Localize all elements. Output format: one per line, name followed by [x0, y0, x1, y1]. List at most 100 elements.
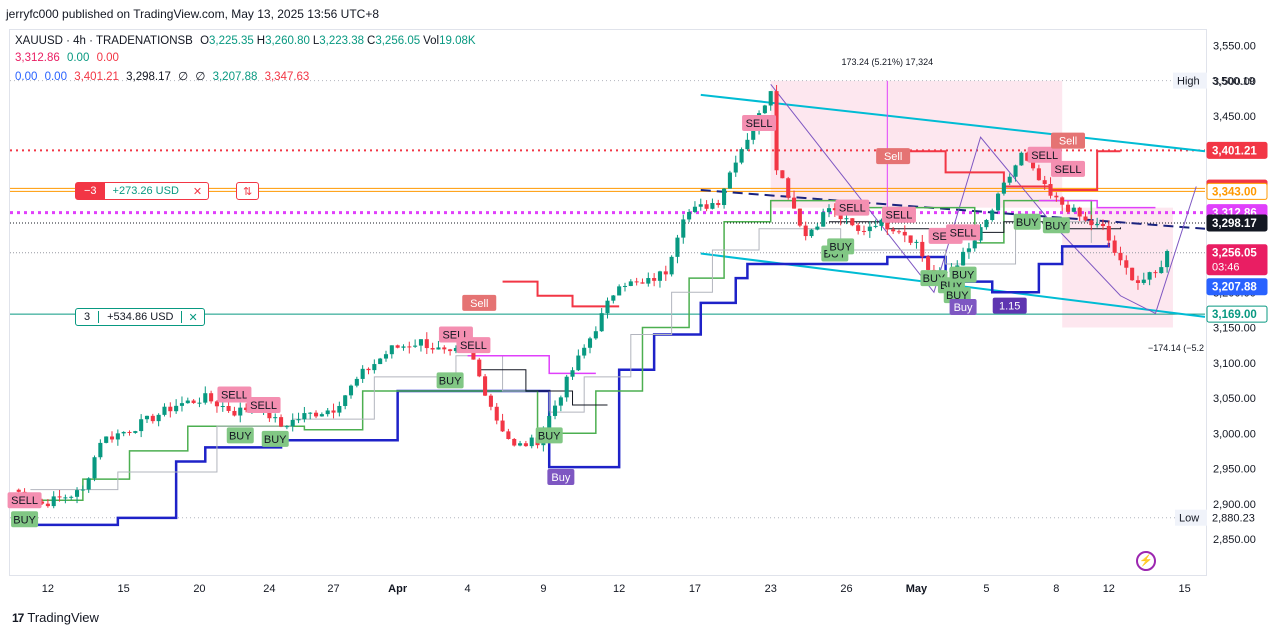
- candle-body: [401, 346, 406, 348]
- indicator-value: 3,347.63: [264, 71, 310, 83]
- candle-body: [762, 105, 767, 114]
- candle-body: [704, 204, 709, 209]
- candle-body: [518, 443, 523, 446]
- sell-marker-bg: [456, 337, 491, 354]
- candle-body: [856, 225, 861, 231]
- candle-body: [1147, 272, 1152, 280]
- tradingview-footer[interactable]: 17 TradingView: [12, 610, 99, 625]
- projection-zone: [1062, 207, 1173, 328]
- candle-body: [797, 208, 802, 226]
- candle-body: [873, 225, 878, 227]
- short-position-widget[interactable]: −3 +273.26 USD ✕: [75, 182, 210, 200]
- sell-marker-bg: [7, 492, 42, 509]
- chart-frame: [9, 29, 1207, 576]
- candle-body: [867, 226, 872, 232]
- candle-body: [1025, 152, 1030, 161]
- ohlc-vol: Vol19.08K: [423, 35, 476, 47]
- indicator-value: 0.00: [66, 52, 90, 64]
- candle-body: [809, 229, 814, 237]
- candle-body: [1077, 207, 1082, 217]
- close-position-icon[interactable]: ✕: [188, 311, 198, 324]
- sell-marker: SELL: [746, 118, 773, 130]
- candle-body: [774, 91, 779, 171]
- candle-body: [879, 219, 884, 226]
- candle-body: [174, 405, 179, 412]
- candle-body: [1019, 152, 1024, 166]
- candle-body: [821, 212, 826, 227]
- sell-marker-bg: [1027, 146, 1062, 163]
- candle-body: [523, 443, 528, 447]
- y-tick-label: 3,500.00: [1213, 76, 1256, 88]
- candle-body: [1001, 182, 1006, 194]
- ratio-badge-bg: [992, 297, 1027, 314]
- candle-body: [1118, 252, 1123, 261]
- candle-body: [430, 348, 435, 350]
- candle-body: [961, 251, 966, 266]
- candle-body: [984, 219, 989, 228]
- candle-body: [861, 230, 867, 232]
- buy-marker-bg: [261, 430, 289, 447]
- trailing-stop-line: [12, 242, 1111, 527]
- resistance-line-magenta: [467, 354, 596, 375]
- candle-body: [669, 256, 674, 275]
- reverse-position-button[interactable]: ⇅: [236, 182, 260, 200]
- buy-marker: BUY: [1016, 217, 1039, 229]
- candle-body: [891, 229, 896, 232]
- candle-body: [815, 226, 820, 230]
- buy-marker-bg: [1013, 213, 1041, 230]
- candle-body: [343, 395, 348, 406]
- x-tick-label: 12: [1103, 583, 1115, 595]
- indicator-value: ∅: [195, 71, 206, 83]
- x-tick-label: 20: [193, 583, 205, 595]
- candle-body: [57, 496, 62, 498]
- symbol-label[interactable]: XAUUSD · 4h · TRADENATIONSB: [15, 35, 193, 47]
- candle-body: [622, 285, 628, 287]
- y-tick-label: 2,950.00: [1213, 464, 1256, 476]
- candle-body: [1060, 197, 1065, 205]
- candle-body: [978, 227, 983, 241]
- long-position-widget[interactable]: 3 +534.86 USD ✕: [75, 308, 205, 326]
- candle-body: [751, 128, 756, 140]
- candle-body: [313, 412, 319, 417]
- candle-body: [512, 439, 517, 446]
- strong-sell-marker: Sell: [470, 298, 488, 310]
- reverse-icon: ⇅: [243, 185, 253, 198]
- sell-marker: SELL: [886, 210, 913, 222]
- ohlc-c: C3,256.05: [367, 35, 421, 47]
- candle-body: [640, 282, 645, 284]
- candle-body: [990, 210, 995, 220]
- low-tag: Low: [1179, 513, 1199, 525]
- candle-body: [780, 170, 785, 179]
- candle-body: [226, 405, 231, 411]
- candle-body: [279, 417, 284, 427]
- candle-body: [1153, 272, 1158, 274]
- x-tick-label: 4: [465, 583, 471, 595]
- candle-body: [104, 436, 109, 443]
- close-position-icon[interactable]: ✕: [192, 185, 203, 198]
- candle-body: [844, 218, 849, 220]
- lightning-icon[interactable]: ⚡: [1136, 551, 1156, 571]
- sell-marker-bg: [835, 199, 870, 216]
- candle-body: [109, 436, 115, 440]
- sell-marker: SELL: [11, 495, 38, 507]
- x-tick-label: 5: [983, 583, 989, 595]
- sell-marker-bg: [217, 386, 252, 403]
- price-label-bg: [1206, 244, 1268, 276]
- candle-body: [920, 241, 925, 257]
- candle-body: [162, 406, 167, 415]
- x-tick-label: Apr: [388, 583, 408, 595]
- channel-mid: [700, 189, 1206, 230]
- x-tick-label: 26: [840, 583, 852, 595]
- sell-marker: SELL: [221, 389, 248, 401]
- indicator-value: ∅: [178, 71, 189, 83]
- buy-marker: BUY: [829, 241, 852, 253]
- candle-body: [1135, 280, 1141, 283]
- candle-body: [1083, 216, 1088, 221]
- position-pnl: +534.86 USD: [98, 311, 183, 323]
- measure-label-upper: 173.24 (5.21%) 17,324: [842, 57, 934, 67]
- candle-body: [319, 414, 324, 417]
- indicator-value: 3,312.86: [15, 52, 60, 64]
- candle-body: [203, 393, 208, 403]
- buy-marker: BUY: [264, 434, 287, 446]
